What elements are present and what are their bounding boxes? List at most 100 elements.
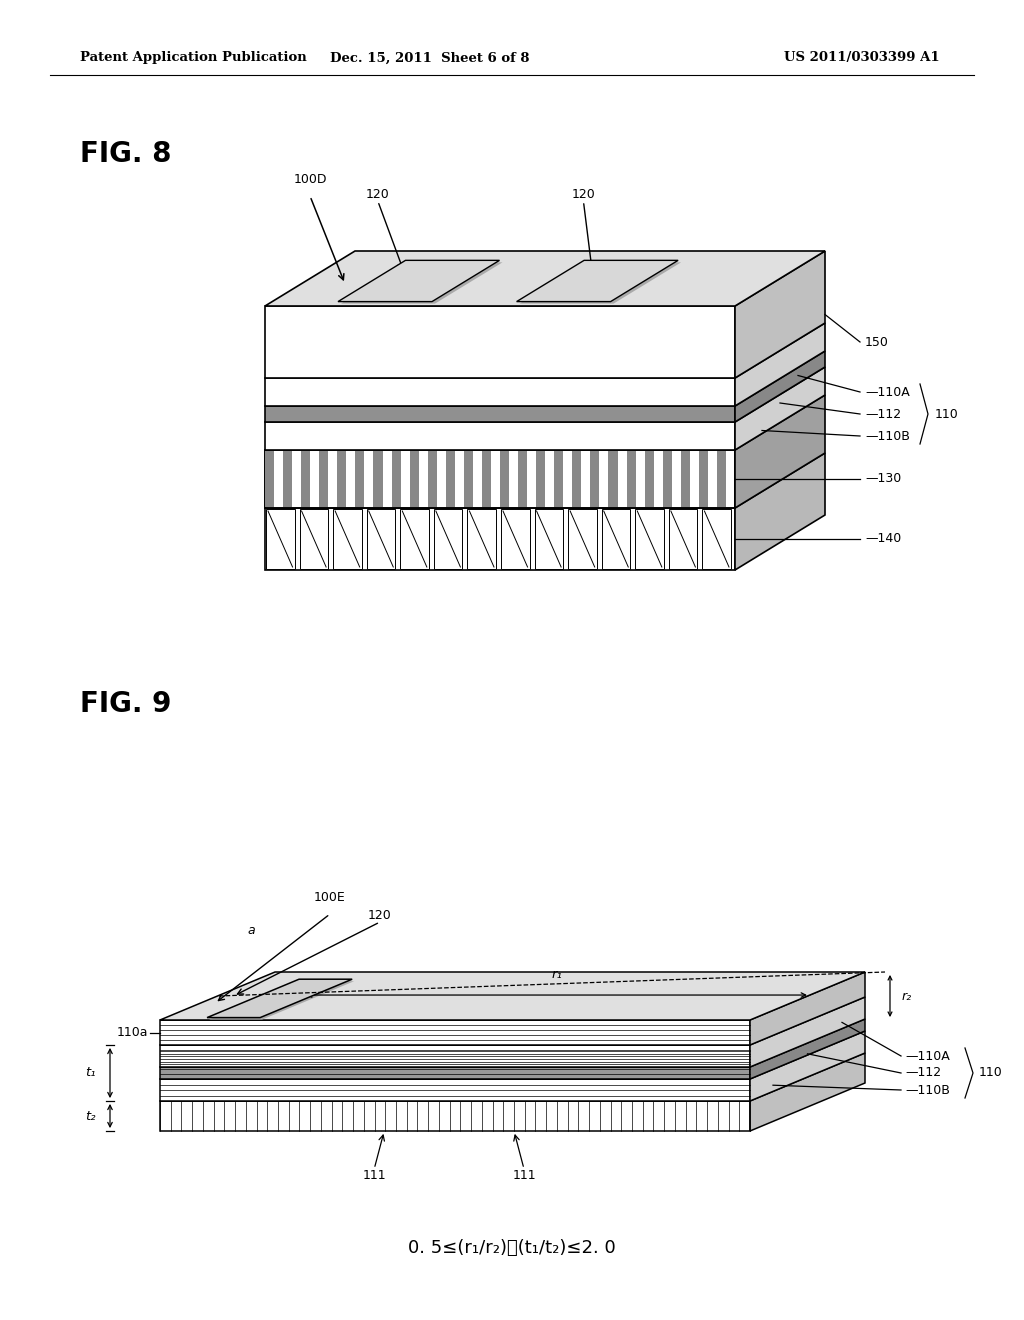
Polygon shape xyxy=(750,1031,865,1101)
Text: Patent Application Publication: Patent Application Publication xyxy=(80,51,307,65)
Polygon shape xyxy=(265,450,735,508)
Text: 0. 5≤(r₁/r₂)／(t₁/t₂)≤2. 0: 0. 5≤(r₁/r₂)／(t₁/t₂)≤2. 0 xyxy=(409,1239,615,1257)
Polygon shape xyxy=(537,451,545,507)
Polygon shape xyxy=(367,510,395,569)
Polygon shape xyxy=(500,451,509,507)
Text: a: a xyxy=(248,924,255,937)
Polygon shape xyxy=(265,407,735,422)
Polygon shape xyxy=(717,451,726,507)
Polygon shape xyxy=(391,451,400,507)
Polygon shape xyxy=(400,510,429,569)
Polygon shape xyxy=(750,1053,865,1131)
Polygon shape xyxy=(464,451,473,507)
Polygon shape xyxy=(160,1101,750,1131)
Polygon shape xyxy=(428,451,436,507)
Text: FIG. 9: FIG. 9 xyxy=(80,690,171,718)
Text: 100E: 100E xyxy=(314,891,346,904)
Polygon shape xyxy=(591,451,599,507)
Polygon shape xyxy=(160,1045,750,1067)
Text: —110A: —110A xyxy=(865,385,909,399)
Polygon shape xyxy=(341,263,503,304)
Polygon shape xyxy=(482,451,490,507)
Polygon shape xyxy=(735,351,825,422)
Text: FIG. 8: FIG. 8 xyxy=(80,140,171,168)
Text: t₂: t₂ xyxy=(85,1110,96,1122)
Polygon shape xyxy=(735,251,825,378)
Text: —112: —112 xyxy=(865,408,901,421)
Text: —110B: —110B xyxy=(865,429,910,442)
Polygon shape xyxy=(568,510,597,569)
Polygon shape xyxy=(750,997,865,1067)
Text: —130: —130 xyxy=(865,473,901,486)
Text: 110: 110 xyxy=(935,408,958,421)
Polygon shape xyxy=(663,451,672,507)
Polygon shape xyxy=(265,422,735,450)
Polygon shape xyxy=(207,979,352,1018)
Polygon shape xyxy=(337,451,346,507)
Polygon shape xyxy=(554,451,563,507)
Polygon shape xyxy=(355,451,365,507)
Polygon shape xyxy=(627,451,636,507)
Text: r₂: r₂ xyxy=(902,990,912,1002)
Polygon shape xyxy=(702,510,731,569)
Text: 110: 110 xyxy=(979,1067,1002,1080)
Text: r₁: r₁ xyxy=(551,968,562,981)
Text: t₁: t₁ xyxy=(85,1067,96,1080)
Polygon shape xyxy=(535,510,563,569)
Polygon shape xyxy=(735,453,825,570)
Text: 120: 120 xyxy=(571,187,595,201)
Polygon shape xyxy=(333,510,361,569)
Polygon shape xyxy=(160,1067,750,1078)
Polygon shape xyxy=(467,510,496,569)
Polygon shape xyxy=(265,251,825,306)
Text: 120: 120 xyxy=(368,909,392,921)
Polygon shape xyxy=(635,510,664,569)
Polygon shape xyxy=(209,981,354,1019)
Polygon shape xyxy=(338,260,500,301)
Polygon shape xyxy=(602,510,630,569)
Text: 111: 111 xyxy=(512,1170,536,1181)
Polygon shape xyxy=(516,260,678,301)
Polygon shape xyxy=(518,451,527,507)
Polygon shape xyxy=(698,451,708,507)
Text: Dec. 15, 2011  Sheet 6 of 8: Dec. 15, 2011 Sheet 6 of 8 xyxy=(331,51,529,65)
Polygon shape xyxy=(265,508,735,570)
Polygon shape xyxy=(160,972,865,1020)
Polygon shape xyxy=(265,451,274,507)
Text: —140: —140 xyxy=(865,532,901,545)
Polygon shape xyxy=(735,367,825,450)
Polygon shape xyxy=(160,1078,750,1101)
Polygon shape xyxy=(645,451,653,507)
Polygon shape xyxy=(301,451,310,507)
Polygon shape xyxy=(319,451,329,507)
Polygon shape xyxy=(519,263,681,304)
Text: —110B: —110B xyxy=(905,1084,950,1097)
Polygon shape xyxy=(160,1020,750,1045)
Text: 111: 111 xyxy=(362,1170,386,1181)
Polygon shape xyxy=(374,451,383,507)
Polygon shape xyxy=(608,451,617,507)
Polygon shape xyxy=(265,306,735,378)
Text: 150: 150 xyxy=(865,335,889,348)
Polygon shape xyxy=(669,510,697,569)
Polygon shape xyxy=(572,451,582,507)
Text: 100D: 100D xyxy=(293,173,327,186)
Polygon shape xyxy=(266,510,295,569)
Text: 120: 120 xyxy=(366,187,390,201)
Text: —110A: —110A xyxy=(905,1049,949,1063)
Polygon shape xyxy=(283,451,292,507)
Text: 110a: 110a xyxy=(117,1026,148,1039)
Polygon shape xyxy=(265,378,735,407)
Polygon shape xyxy=(300,510,328,569)
Polygon shape xyxy=(735,323,825,407)
Polygon shape xyxy=(501,510,529,569)
Polygon shape xyxy=(750,972,865,1045)
Polygon shape xyxy=(681,451,690,507)
Polygon shape xyxy=(434,510,463,569)
Text: US 2011/0303399 A1: US 2011/0303399 A1 xyxy=(784,51,940,65)
Polygon shape xyxy=(410,451,419,507)
Polygon shape xyxy=(445,451,455,507)
Polygon shape xyxy=(750,1019,865,1078)
Text: —112: —112 xyxy=(905,1067,941,1080)
Polygon shape xyxy=(735,395,825,508)
